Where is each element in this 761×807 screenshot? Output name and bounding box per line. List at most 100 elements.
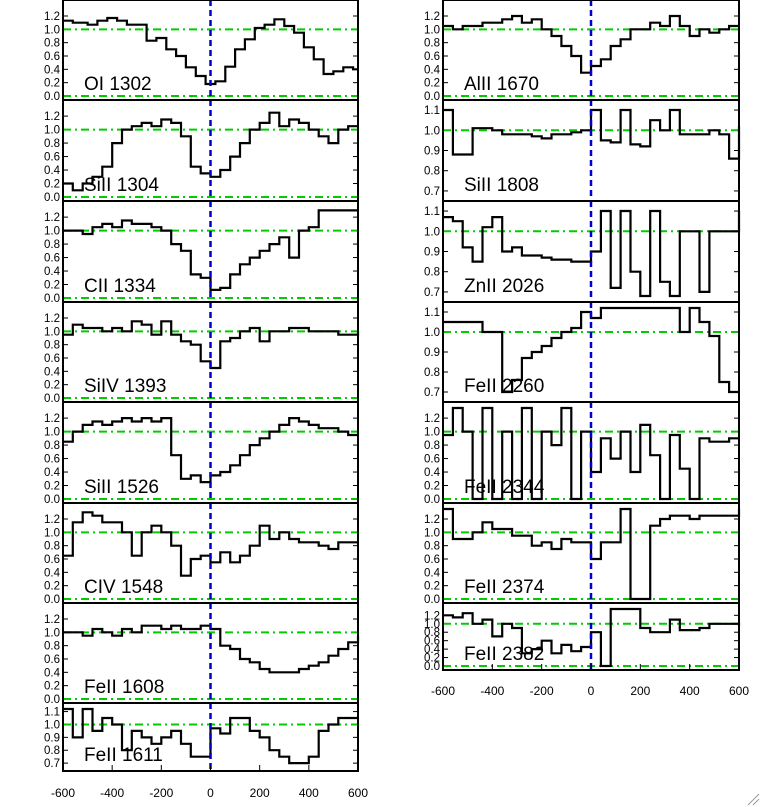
y-tick-label: 0.4 xyxy=(44,567,61,579)
spectrum-panel: 1.2 1.00.8 0.60.4 0.20.0 CII 1334 xyxy=(44,200,359,305)
y-tick-label: 1.2 xyxy=(44,614,60,626)
y-tick-label: 0.6 xyxy=(44,152,60,164)
resize-grip-stroke xyxy=(752,798,760,806)
y-tick-label: 1.2 xyxy=(424,413,440,425)
y-tick-label: 1.2 xyxy=(44,212,60,224)
ion-label: SiII 1808 xyxy=(464,175,539,196)
spectrum-trace xyxy=(63,209,358,291)
y-tick-label: 0.4 xyxy=(424,64,441,76)
y-tick-label: 0.2 xyxy=(44,280,60,292)
x-tick-label: 600 xyxy=(729,684,749,698)
y-tick-label: 0.8 xyxy=(424,627,440,639)
x-tick-label: -400 xyxy=(100,786,124,800)
y-tick-label: 0.9 xyxy=(424,347,440,359)
ion-label: FeII 1608 xyxy=(84,677,164,698)
y-tick-label: 0.7 xyxy=(424,387,440,399)
y-tick-label: 0.8 xyxy=(44,38,60,50)
y-tick-label: 0.8 xyxy=(44,745,60,757)
y-tick-label: 0.4 xyxy=(424,567,441,579)
x-tick-label: 200 xyxy=(630,684,650,698)
ion-label: FeII 2344 xyxy=(464,477,545,498)
y-tick-label: 1.1 xyxy=(424,105,440,117)
y-tick-label: 1.2 xyxy=(44,11,60,23)
spectrum-panel: 1.21.0 0.80.60.4 0.20.0 FeII 2374 xyxy=(424,502,741,606)
y-tick-label: 1.2 xyxy=(424,610,440,622)
y-tick-label: 0.4 xyxy=(424,644,441,656)
y-tick-label: 0.0 xyxy=(424,661,440,673)
y-tick-label: 0.8 xyxy=(44,239,60,251)
y-tick-label: 0.8 xyxy=(424,440,440,452)
spectrum-trace xyxy=(63,624,360,674)
spectrum-trace xyxy=(443,406,739,501)
x-tick-label: -600 xyxy=(431,684,455,698)
ion-label: SiIV 1393 xyxy=(84,376,166,397)
y-tick-label: 1.2 xyxy=(44,313,60,325)
y-tick-label: 1.1 xyxy=(424,206,440,218)
ion-label: SiII 1304 xyxy=(84,175,159,196)
x-tick-label: 600 xyxy=(348,786,368,800)
x-tick-label: 400 xyxy=(299,786,319,800)
y-tick-label: 0.0 xyxy=(424,594,440,606)
y-tick-label: 0.8 xyxy=(44,641,60,653)
y-tick-label: 0.8 xyxy=(424,38,440,50)
y-tick-label: 0.6 xyxy=(424,454,440,466)
y-tick-label: 0.8 xyxy=(424,541,440,553)
y-tick-label: 0.2 xyxy=(44,78,60,90)
y-tick-label: 0.8 xyxy=(424,166,440,178)
y-tick-label: 0.0 xyxy=(424,494,440,506)
y-tick-label: 1.0 xyxy=(424,619,440,631)
y-tick-label: 1.2 xyxy=(44,514,60,526)
y-tick-label: 0.8 xyxy=(424,267,440,279)
y-tick-label: 1.0 xyxy=(44,24,60,36)
y-tick-label: 0.0 xyxy=(44,192,60,204)
y-tick-label: 0.0 xyxy=(44,293,60,305)
y-tick-label: 0.0 xyxy=(424,91,440,103)
y-tick-label: 1.2 xyxy=(424,514,440,526)
x-tick-label: -600 xyxy=(51,786,75,800)
y-tick-label: 0.7 xyxy=(44,758,60,770)
y-tick-label: 0.4 xyxy=(44,467,61,479)
y-tick-label: 0.9 xyxy=(44,732,60,744)
y-tick-label: 0.4 xyxy=(44,165,61,177)
y-tick-label: 1.0 xyxy=(424,226,440,238)
ion-label: FeII 2382 xyxy=(464,644,544,665)
spectrum-trace xyxy=(443,306,739,394)
y-tick-label: 0.2 xyxy=(424,581,440,593)
y-tick-label: 0.2 xyxy=(44,581,60,593)
y-tick-label: 0.6 xyxy=(424,636,440,648)
spectrum-panel: 1.21.0 0.80.60.4 0.20.0 AlII 1670 xyxy=(424,0,740,103)
y-tick-label: 0.2 xyxy=(424,481,440,493)
y-tick-label: 0.4 xyxy=(44,266,61,278)
y-tick-label: 0.6 xyxy=(424,51,440,63)
y-tick-label: 0.6 xyxy=(424,554,440,566)
spectrum-panel: 1.2 1.00.8 0.60.4 0.20.0 FeII 2344 xyxy=(424,401,740,506)
ion-label: CIV 1548 xyxy=(84,577,163,598)
x-axis-left: -600 -400 -200 0 200 400 600 xyxy=(51,765,368,800)
y-tick-label: 0.7 xyxy=(424,287,440,299)
y-tick-label: 1.0 xyxy=(44,427,60,439)
y-tick-label: 1.2 xyxy=(44,413,60,425)
spectrum-trace xyxy=(443,507,741,601)
ion-label: FeII 2374 xyxy=(464,577,545,598)
resize-grip-stroke xyxy=(747,793,760,806)
y-tick-label: 1.2 xyxy=(424,11,440,23)
ion-label: OI 1302 xyxy=(84,74,152,95)
y-tick-label: 0.4 xyxy=(44,64,61,76)
y-tick-label: 1.0 xyxy=(44,125,60,137)
spectrum-panel: 1.2 1.00.8 0.60.4 0.20.0 SiII 1526 xyxy=(44,401,359,506)
y-tick-label: 0.0 xyxy=(44,694,60,706)
ion-label: SiII 1526 xyxy=(84,477,159,498)
x-axis-right: -600 -400 -200 0 200 400 600 xyxy=(431,664,749,698)
y-tick-label: 1.0 xyxy=(44,226,60,238)
ion-label: CII 1334 xyxy=(84,276,156,297)
x-tick-label: 0 xyxy=(588,684,595,698)
y-tick-label: 1.0 xyxy=(44,627,60,639)
spectrum-trace xyxy=(63,320,360,370)
y-tick-label: 0.0 xyxy=(44,594,60,606)
y-tick-label: 0.2 xyxy=(44,179,60,191)
y-tick-label: 1.0 xyxy=(424,527,440,539)
spectrum-trace xyxy=(63,16,358,86)
y-tick-label: 0.6 xyxy=(44,554,60,566)
